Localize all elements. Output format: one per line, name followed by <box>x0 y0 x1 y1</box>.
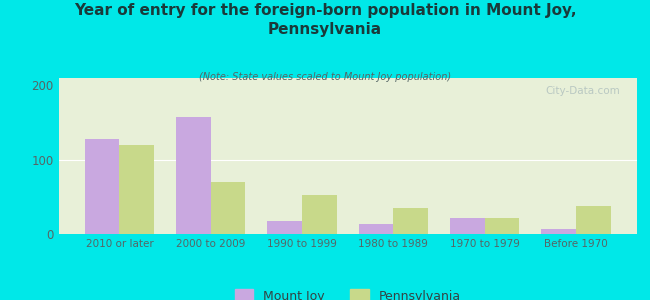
Bar <box>176 117 211 234</box>
Bar <box>485 218 519 234</box>
Text: Year of entry for the foreign-born population in Mount Joy,
Pennsylvania: Year of entry for the foreign-born popul… <box>73 3 577 37</box>
Bar <box>211 182 246 234</box>
Bar <box>267 220 302 234</box>
Bar <box>302 195 337 234</box>
Bar <box>450 218 485 234</box>
Text: City-Data.com: City-Data.com <box>545 86 619 96</box>
Bar <box>359 224 393 234</box>
Bar <box>120 145 154 234</box>
Bar <box>393 208 428 234</box>
Text: (Note: State values scaled to Mount Joy population): (Note: State values scaled to Mount Joy … <box>199 72 451 82</box>
Legend: Mount Joy, Pennsylvania: Mount Joy, Pennsylvania <box>229 284 466 300</box>
Bar <box>84 139 120 234</box>
Bar <box>541 229 576 234</box>
Bar <box>576 206 611 234</box>
